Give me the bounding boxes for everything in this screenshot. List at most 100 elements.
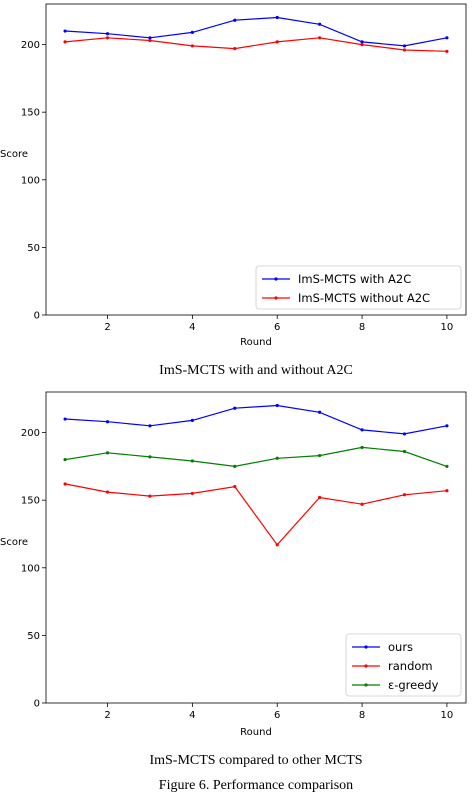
series-line	[65, 404, 448, 435]
x-tick-label: 10	[441, 322, 454, 333]
data-point	[233, 485, 237, 489]
data-point	[402, 432, 407, 436]
data-point	[63, 482, 67, 486]
y-tick-label: 150	[21, 496, 40, 507]
y-tick-label: 0	[34, 699, 40, 710]
data-point	[402, 449, 407, 454]
data-point	[105, 451, 110, 455]
x-tick-label: 8	[359, 710, 365, 721]
data-point	[360, 42, 364, 47]
x-tick-label: 2	[104, 710, 110, 721]
subplot-caption: ImS-MCTS with and without A2C	[159, 363, 353, 378]
legend-frame	[345, 633, 462, 697]
data-point	[190, 44, 194, 48]
data-point	[233, 47, 237, 51]
data-point	[233, 406, 237, 410]
data-point	[275, 40, 279, 44]
y-tick-label: 200	[21, 428, 40, 439]
plot-area	[45, 3, 467, 316]
legend-marker	[364, 664, 368, 668]
y-tick-label: 200	[21, 40, 40, 51]
legend-label: ours	[388, 640, 413, 654]
legend-frame	[255, 265, 462, 310]
data-point	[190, 418, 194, 422]
x-tick-label: 4	[189, 710, 195, 721]
data-point	[105, 420, 110, 424]
data-point	[190, 30, 194, 34]
y-axis-label: Score	[0, 149, 28, 160]
y-tick-label: 100	[21, 175, 40, 186]
legend-marker	[364, 645, 368, 649]
data-point	[318, 410, 322, 414]
data-point	[275, 543, 279, 547]
data-point	[318, 36, 322, 40]
legend-marker	[274, 277, 278, 281]
data-point	[63, 40, 67, 44]
series-line	[65, 16, 448, 47]
legend: ImS-MCTS with A2C ImS-MCTS without A2C	[255, 265, 462, 310]
data-point	[275, 403, 279, 408]
data-point	[148, 38, 152, 43]
data-point	[105, 32, 110, 36]
figure-caption: Figure 6. Performance comparison	[159, 778, 353, 793]
data-point	[445, 464, 449, 468]
data-point	[360, 40, 364, 44]
series-line	[65, 37, 447, 52]
y-tick-label: 150	[21, 108, 40, 119]
data-point	[360, 428, 364, 432]
data-point	[63, 417, 67, 421]
y-ticks: 0 50 100 150 200	[21, 40, 46, 322]
x-tick-label: 2	[104, 322, 110, 333]
data-point	[445, 424, 449, 428]
data-point	[148, 36, 152, 40]
series-line	[65, 446, 448, 468]
data-point	[233, 18, 237, 22]
data-point	[148, 494, 152, 498]
legend-label: ε-greedy	[388, 678, 439, 692]
data-point	[318, 453, 322, 458]
x-tick-label: 6	[274, 710, 280, 721]
x-tick-label: 8	[359, 322, 365, 333]
data-point	[148, 455, 152, 459]
y-ticks: 0 50 100 150 200	[21, 428, 46, 710]
legend-label: random	[388, 659, 433, 673]
legend-marker	[274, 296, 278, 300]
data-point	[105, 36, 110, 40]
y-tick-label: 50	[27, 243, 40, 254]
legend-marker	[364, 683, 368, 687]
x-tick-label: 10	[441, 710, 454, 721]
data-point	[190, 459, 194, 463]
chart-compared-to-other-mcts: 0 50 100 150 200 2 4 6 8 10 Score Round ours rand…	[0, 391, 467, 768]
legend-label: ImS-MCTS without A2C	[298, 291, 430, 305]
data-point	[275, 456, 279, 460]
y-tick-label: 0	[34, 311, 40, 322]
data-point	[402, 48, 407, 52]
data-point	[360, 502, 364, 506]
x-tick-label: 4	[189, 322, 195, 333]
data-point	[63, 458, 67, 462]
data-point	[445, 489, 449, 493]
legend-label: ImS-MCTS with A2C	[298, 272, 411, 286]
data-point	[275, 15, 279, 20]
chart-with-without-a2c: 0 50 100 150 200 2 4 6 8 10 Score Round ImS-MCTS…	[0, 3, 467, 378]
series-lines	[63, 403, 449, 547]
data-point	[402, 44, 407, 48]
data-point	[318, 22, 322, 26]
data-point	[360, 445, 364, 450]
y-tick-label: 50	[27, 631, 40, 642]
x-ticks: 2 4 6 8 10	[104, 703, 453, 721]
data-point	[445, 49, 449, 53]
data-point	[445, 36, 449, 40]
data-point	[190, 491, 194, 496]
data-point	[63, 29, 67, 33]
data-point	[402, 493, 407, 497]
legend: ours random ε-greedy	[345, 633, 462, 697]
x-ticks: 2 4 6 8 10	[104, 315, 453, 333]
subplot-caption: ImS-MCTS compared to other MCTS	[149, 753, 362, 768]
x-axis-label: Round	[240, 337, 272, 348]
y-axis-label: Score	[0, 537, 28, 548]
x-axis-label: Round	[240, 727, 272, 738]
series-line	[64, 483, 447, 546]
x-tick-label: 6	[274, 322, 280, 333]
